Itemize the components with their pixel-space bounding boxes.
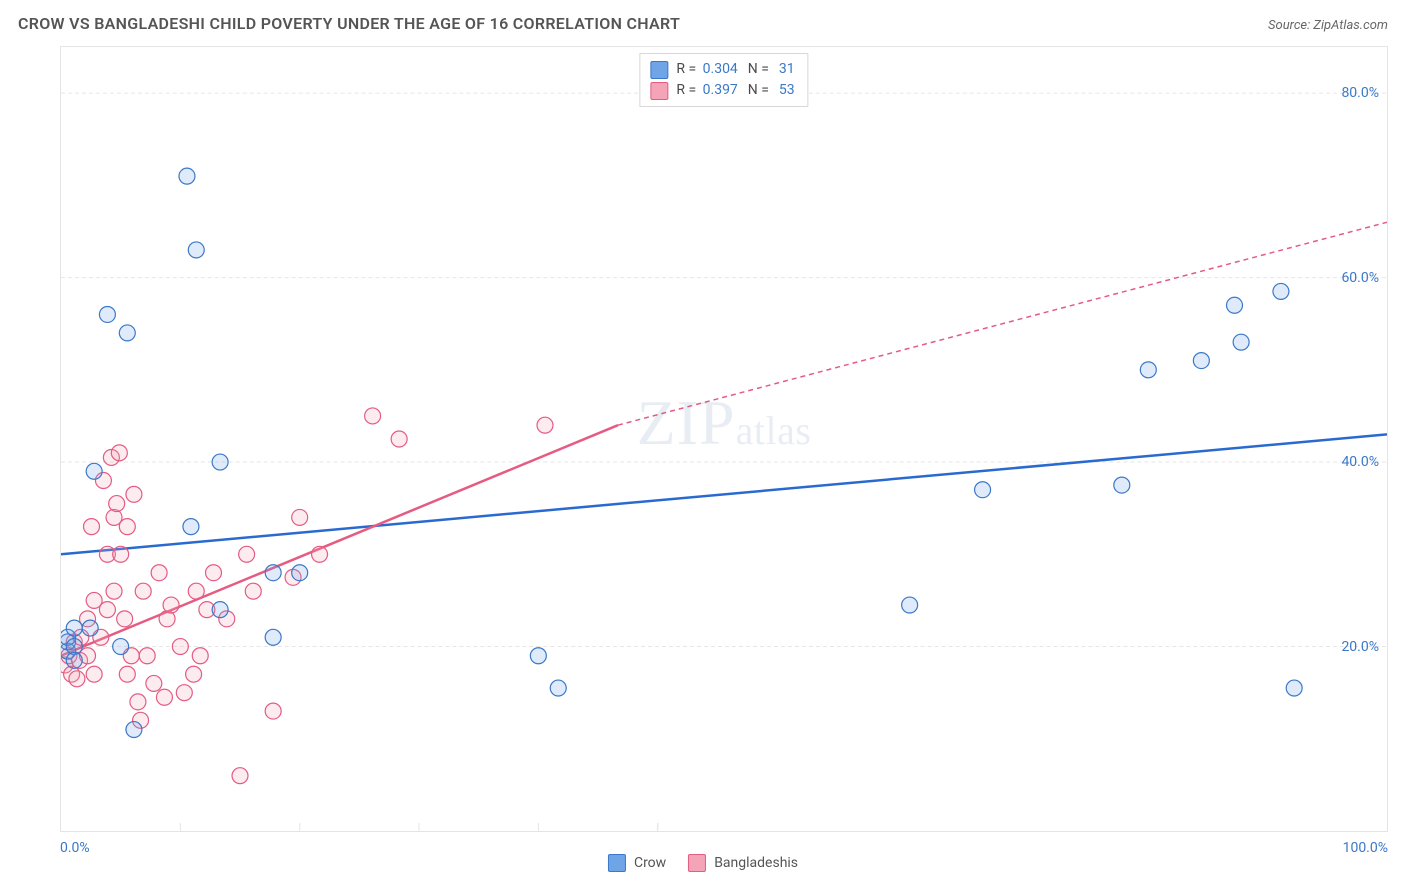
chart-frame: ZIPatlas R = 0.304 N = 31 R = 0.397 N = … [60, 46, 1388, 832]
scatter-chart-svg [61, 47, 1387, 831]
chart-title: CROW VS BANGLADESHI CHILD POVERTY UNDER … [18, 14, 680, 33]
legend-label-crow: Crow [634, 855, 666, 871]
y-tick-label: 80.0% [1341, 85, 1379, 101]
legend-stats-box: R = 0.304 N = 31 R = 0.397 N = 53 [639, 53, 808, 107]
chart-container: CROW VS BANGLADESHI CHILD POVERTY UNDER … [0, 0, 1406, 892]
legend-swatch-bangladeshi [650, 82, 668, 100]
x-tick-max: 100.0% [1343, 840, 1388, 856]
legend-bottom: Crow Bangladeshis [608, 854, 798, 872]
y-tick-label: 40.0% [1341, 454, 1379, 470]
legend-swatch-crow [608, 854, 626, 872]
title-row: CROW VS BANGLADESHI CHILD POVERTY UNDER … [18, 14, 1388, 33]
x-tick-min: 0.0% [60, 840, 90, 856]
legend-swatch-crow [650, 61, 668, 79]
source-label: Source: ZipAtlas.com [1268, 18, 1388, 33]
legend-swatch-bangladeshi [688, 854, 706, 872]
legend-label-bangladeshi: Bangladeshis [714, 855, 798, 871]
y-tick-label: 60.0% [1341, 270, 1379, 286]
y-tick-label: 20.0% [1341, 639, 1379, 655]
